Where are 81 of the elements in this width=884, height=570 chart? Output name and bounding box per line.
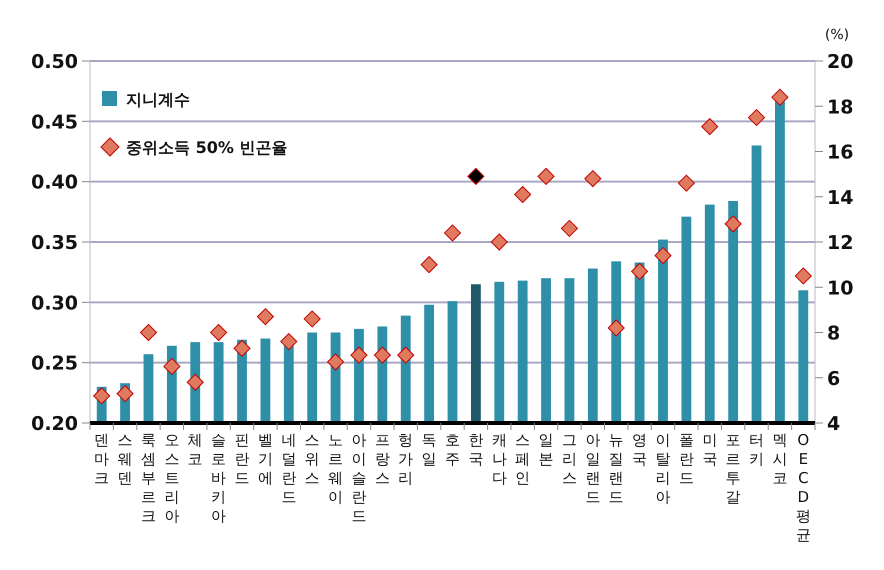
y2-tick-label: 18 (827, 96, 854, 118)
point (654, 247, 672, 264)
x-tick-label: 아일랜드 (585, 431, 600, 506)
x-tick-label: 폴란드 (678, 431, 694, 487)
point (420, 256, 438, 274)
y2-tick-label: 12 (827, 232, 854, 254)
x-tick-label: 룩셈부르크 (140, 431, 156, 525)
point (186, 374, 204, 391)
x-tick-label: OECD평균 (796, 431, 811, 544)
point (93, 387, 110, 404)
point (514, 186, 532, 203)
point (327, 353, 344, 370)
y2-tick-label: 10 (827, 277, 854, 300)
point (140, 324, 157, 341)
point (748, 109, 766, 126)
x-tick-label: 벨기에 (258, 431, 273, 487)
point (560, 220, 578, 237)
point (584, 170, 602, 188)
x-tick-label: 덴마크 (94, 431, 110, 487)
legend-label: 지니계수 (126, 90, 190, 109)
y2-tick-label: 20 (827, 51, 854, 73)
x-tick-label: 슬로바키아 (211, 431, 226, 525)
point (724, 215, 742, 232)
x-tick-label: 영국 (632, 431, 648, 468)
y-tick-label: 0.40 (31, 172, 78, 194)
point (116, 385, 134, 402)
point (444, 224, 461, 242)
x-tick-label: 체코 (188, 431, 203, 468)
point (771, 88, 788, 106)
point (490, 234, 508, 250)
y-tick-label: 0.45 (31, 111, 78, 134)
x-tick-label: 그리스 (562, 431, 577, 487)
x-tick-label: 멕시코 (772, 431, 788, 487)
x-tick-label: 스페인 (515, 431, 530, 487)
x-tick-label: 핀란드 (234, 431, 250, 487)
x-tick-label: 스웨덴 (118, 431, 133, 487)
y-tick-label: 0.25 (31, 352, 78, 375)
point (701, 118, 718, 136)
x-tick-label: 헝가리 (398, 431, 414, 487)
point (256, 308, 274, 326)
x-tick-label: 미국 (702, 431, 718, 468)
x-tick-label: 뉴질랜드 (608, 431, 624, 506)
x-tick-label: 네덜란드 (281, 431, 296, 506)
point (538, 168, 555, 185)
point (467, 168, 484, 185)
point (397, 346, 414, 364)
point (678, 174, 695, 192)
point (350, 346, 368, 364)
x-tick-label: 독일 (422, 431, 437, 468)
x-tick-label: 일본 (538, 431, 554, 468)
y2-axis-title: (%) (824, 27, 850, 43)
y2-tick-label: 14 (827, 186, 854, 209)
x-tick-label: 이탈리아 (655, 431, 670, 506)
y2-tick-label: 4 (827, 413, 840, 435)
x-tick-label: 노르웨이 (328, 431, 344, 506)
x-tick-label: 호주 (445, 431, 460, 468)
point (631, 262, 648, 280)
point (234, 340, 251, 357)
point (608, 319, 625, 336)
x-tick-label: 한국 (468, 431, 484, 468)
point (794, 267, 812, 284)
legend-label: 중위소득 50% 빈곤율 (126, 138, 288, 157)
y-tick-label: 0.35 (31, 232, 78, 254)
x-tick-label: 프랑스 (374, 431, 390, 487)
point (280, 333, 298, 350)
y2-tick-label: 16 (827, 142, 854, 164)
point (210, 324, 228, 341)
x-tick-label: 아이슬란드 (351, 431, 366, 525)
y-tick-label: 0.30 (31, 292, 78, 314)
y-tick-label: 0.20 (31, 413, 78, 435)
point (163, 358, 180, 375)
point (304, 310, 321, 328)
y2-tick-label: 8 (827, 322, 840, 344)
x-tick-label: 스위스 (304, 431, 320, 487)
x-tick-label: 캐나다 (492, 431, 507, 487)
x-tick-label: 오스트리아 (164, 431, 180, 525)
x-tick-label: 터키 (749, 431, 764, 468)
point (374, 346, 391, 364)
y-tick-label: 0.50 (31, 51, 78, 73)
x-tick-label: 포르투갈 (726, 431, 741, 506)
y2-tick-label: 6 (827, 368, 840, 390)
